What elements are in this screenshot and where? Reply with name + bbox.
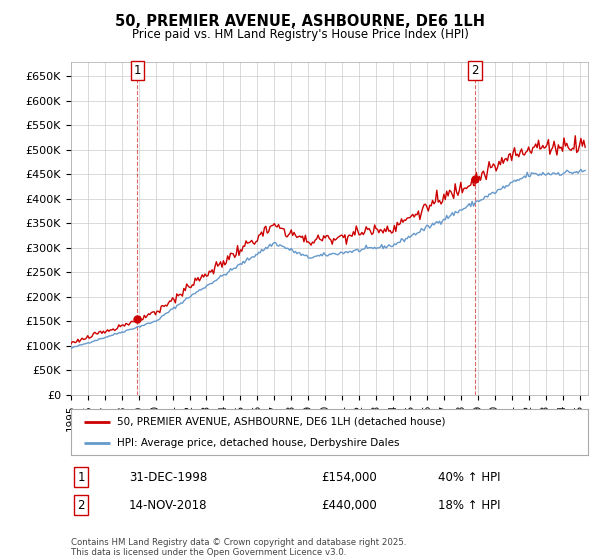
Text: £154,000: £154,000 bbox=[321, 470, 377, 484]
Text: 14-NOV-2018: 14-NOV-2018 bbox=[129, 498, 208, 512]
Text: 1: 1 bbox=[133, 64, 141, 77]
Text: HPI: Average price, detached house, Derbyshire Dales: HPI: Average price, detached house, Derb… bbox=[118, 438, 400, 448]
Text: £440,000: £440,000 bbox=[321, 498, 377, 512]
Text: 50, PREMIER AVENUE, ASHBOURNE, DE6 1LH (detached house): 50, PREMIER AVENUE, ASHBOURNE, DE6 1LH (… bbox=[118, 417, 446, 427]
Text: Price paid vs. HM Land Registry's House Price Index (HPI): Price paid vs. HM Land Registry's House … bbox=[131, 28, 469, 41]
Text: 31-DEC-1998: 31-DEC-1998 bbox=[129, 470, 207, 484]
Text: 18% ↑ HPI: 18% ↑ HPI bbox=[438, 498, 500, 512]
Text: 2: 2 bbox=[471, 64, 479, 77]
Text: 40% ↑ HPI: 40% ↑ HPI bbox=[438, 470, 500, 484]
Text: 2: 2 bbox=[77, 498, 85, 512]
Text: 1: 1 bbox=[77, 470, 85, 484]
Text: Contains HM Land Registry data © Crown copyright and database right 2025.
This d: Contains HM Land Registry data © Crown c… bbox=[71, 538, 406, 557]
Text: 50, PREMIER AVENUE, ASHBOURNE, DE6 1LH: 50, PREMIER AVENUE, ASHBOURNE, DE6 1LH bbox=[115, 14, 485, 29]
